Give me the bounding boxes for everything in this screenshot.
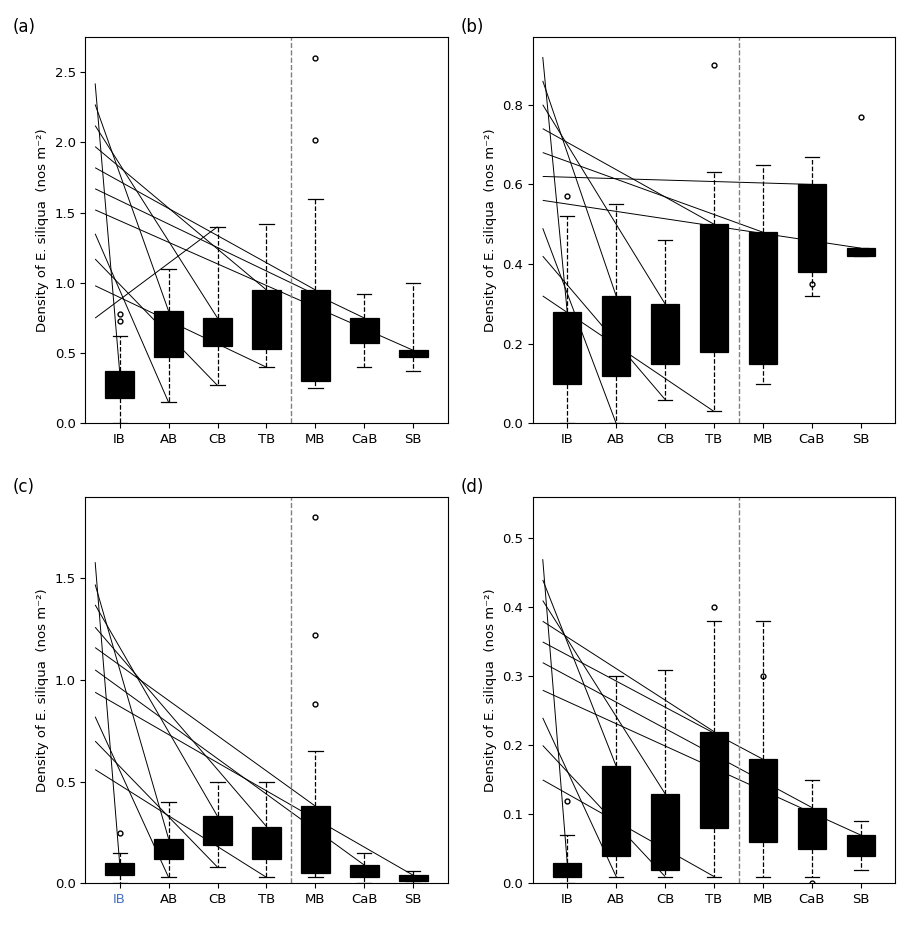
PathPatch shape bbox=[700, 731, 728, 828]
PathPatch shape bbox=[399, 875, 428, 882]
PathPatch shape bbox=[301, 290, 330, 381]
PathPatch shape bbox=[399, 350, 428, 358]
PathPatch shape bbox=[846, 248, 875, 256]
PathPatch shape bbox=[155, 839, 183, 859]
Y-axis label: Density of E. siliqua  (nos m⁻²): Density of E. siliqua (nos m⁻²) bbox=[36, 589, 49, 792]
PathPatch shape bbox=[203, 817, 232, 844]
Y-axis label: Density of E. siliqua  (nos m⁻²): Density of E. siliqua (nos m⁻²) bbox=[484, 129, 496, 332]
Text: (b): (b) bbox=[461, 18, 484, 36]
Text: (c): (c) bbox=[13, 477, 35, 496]
Y-axis label: Density of E. siliqua  (nos m⁻²): Density of E. siliqua (nos m⁻²) bbox=[484, 589, 496, 792]
PathPatch shape bbox=[105, 372, 134, 398]
PathPatch shape bbox=[252, 290, 280, 349]
PathPatch shape bbox=[700, 224, 728, 351]
PathPatch shape bbox=[846, 835, 875, 856]
PathPatch shape bbox=[301, 806, 330, 873]
PathPatch shape bbox=[651, 304, 680, 363]
PathPatch shape bbox=[602, 766, 630, 856]
PathPatch shape bbox=[602, 296, 630, 375]
Text: (d): (d) bbox=[461, 477, 484, 496]
PathPatch shape bbox=[155, 311, 183, 358]
PathPatch shape bbox=[748, 233, 777, 363]
Y-axis label: Density of E. siliqua  (nos m⁻²): Density of E. siliqua (nos m⁻²) bbox=[36, 129, 49, 332]
PathPatch shape bbox=[553, 311, 582, 384]
PathPatch shape bbox=[651, 794, 680, 870]
PathPatch shape bbox=[252, 827, 280, 859]
PathPatch shape bbox=[798, 807, 826, 849]
Text: (a): (a) bbox=[13, 18, 36, 36]
PathPatch shape bbox=[798, 184, 826, 272]
PathPatch shape bbox=[105, 863, 134, 875]
PathPatch shape bbox=[553, 863, 582, 877]
PathPatch shape bbox=[350, 865, 378, 877]
PathPatch shape bbox=[203, 318, 232, 346]
PathPatch shape bbox=[748, 759, 777, 842]
PathPatch shape bbox=[350, 318, 378, 343]
